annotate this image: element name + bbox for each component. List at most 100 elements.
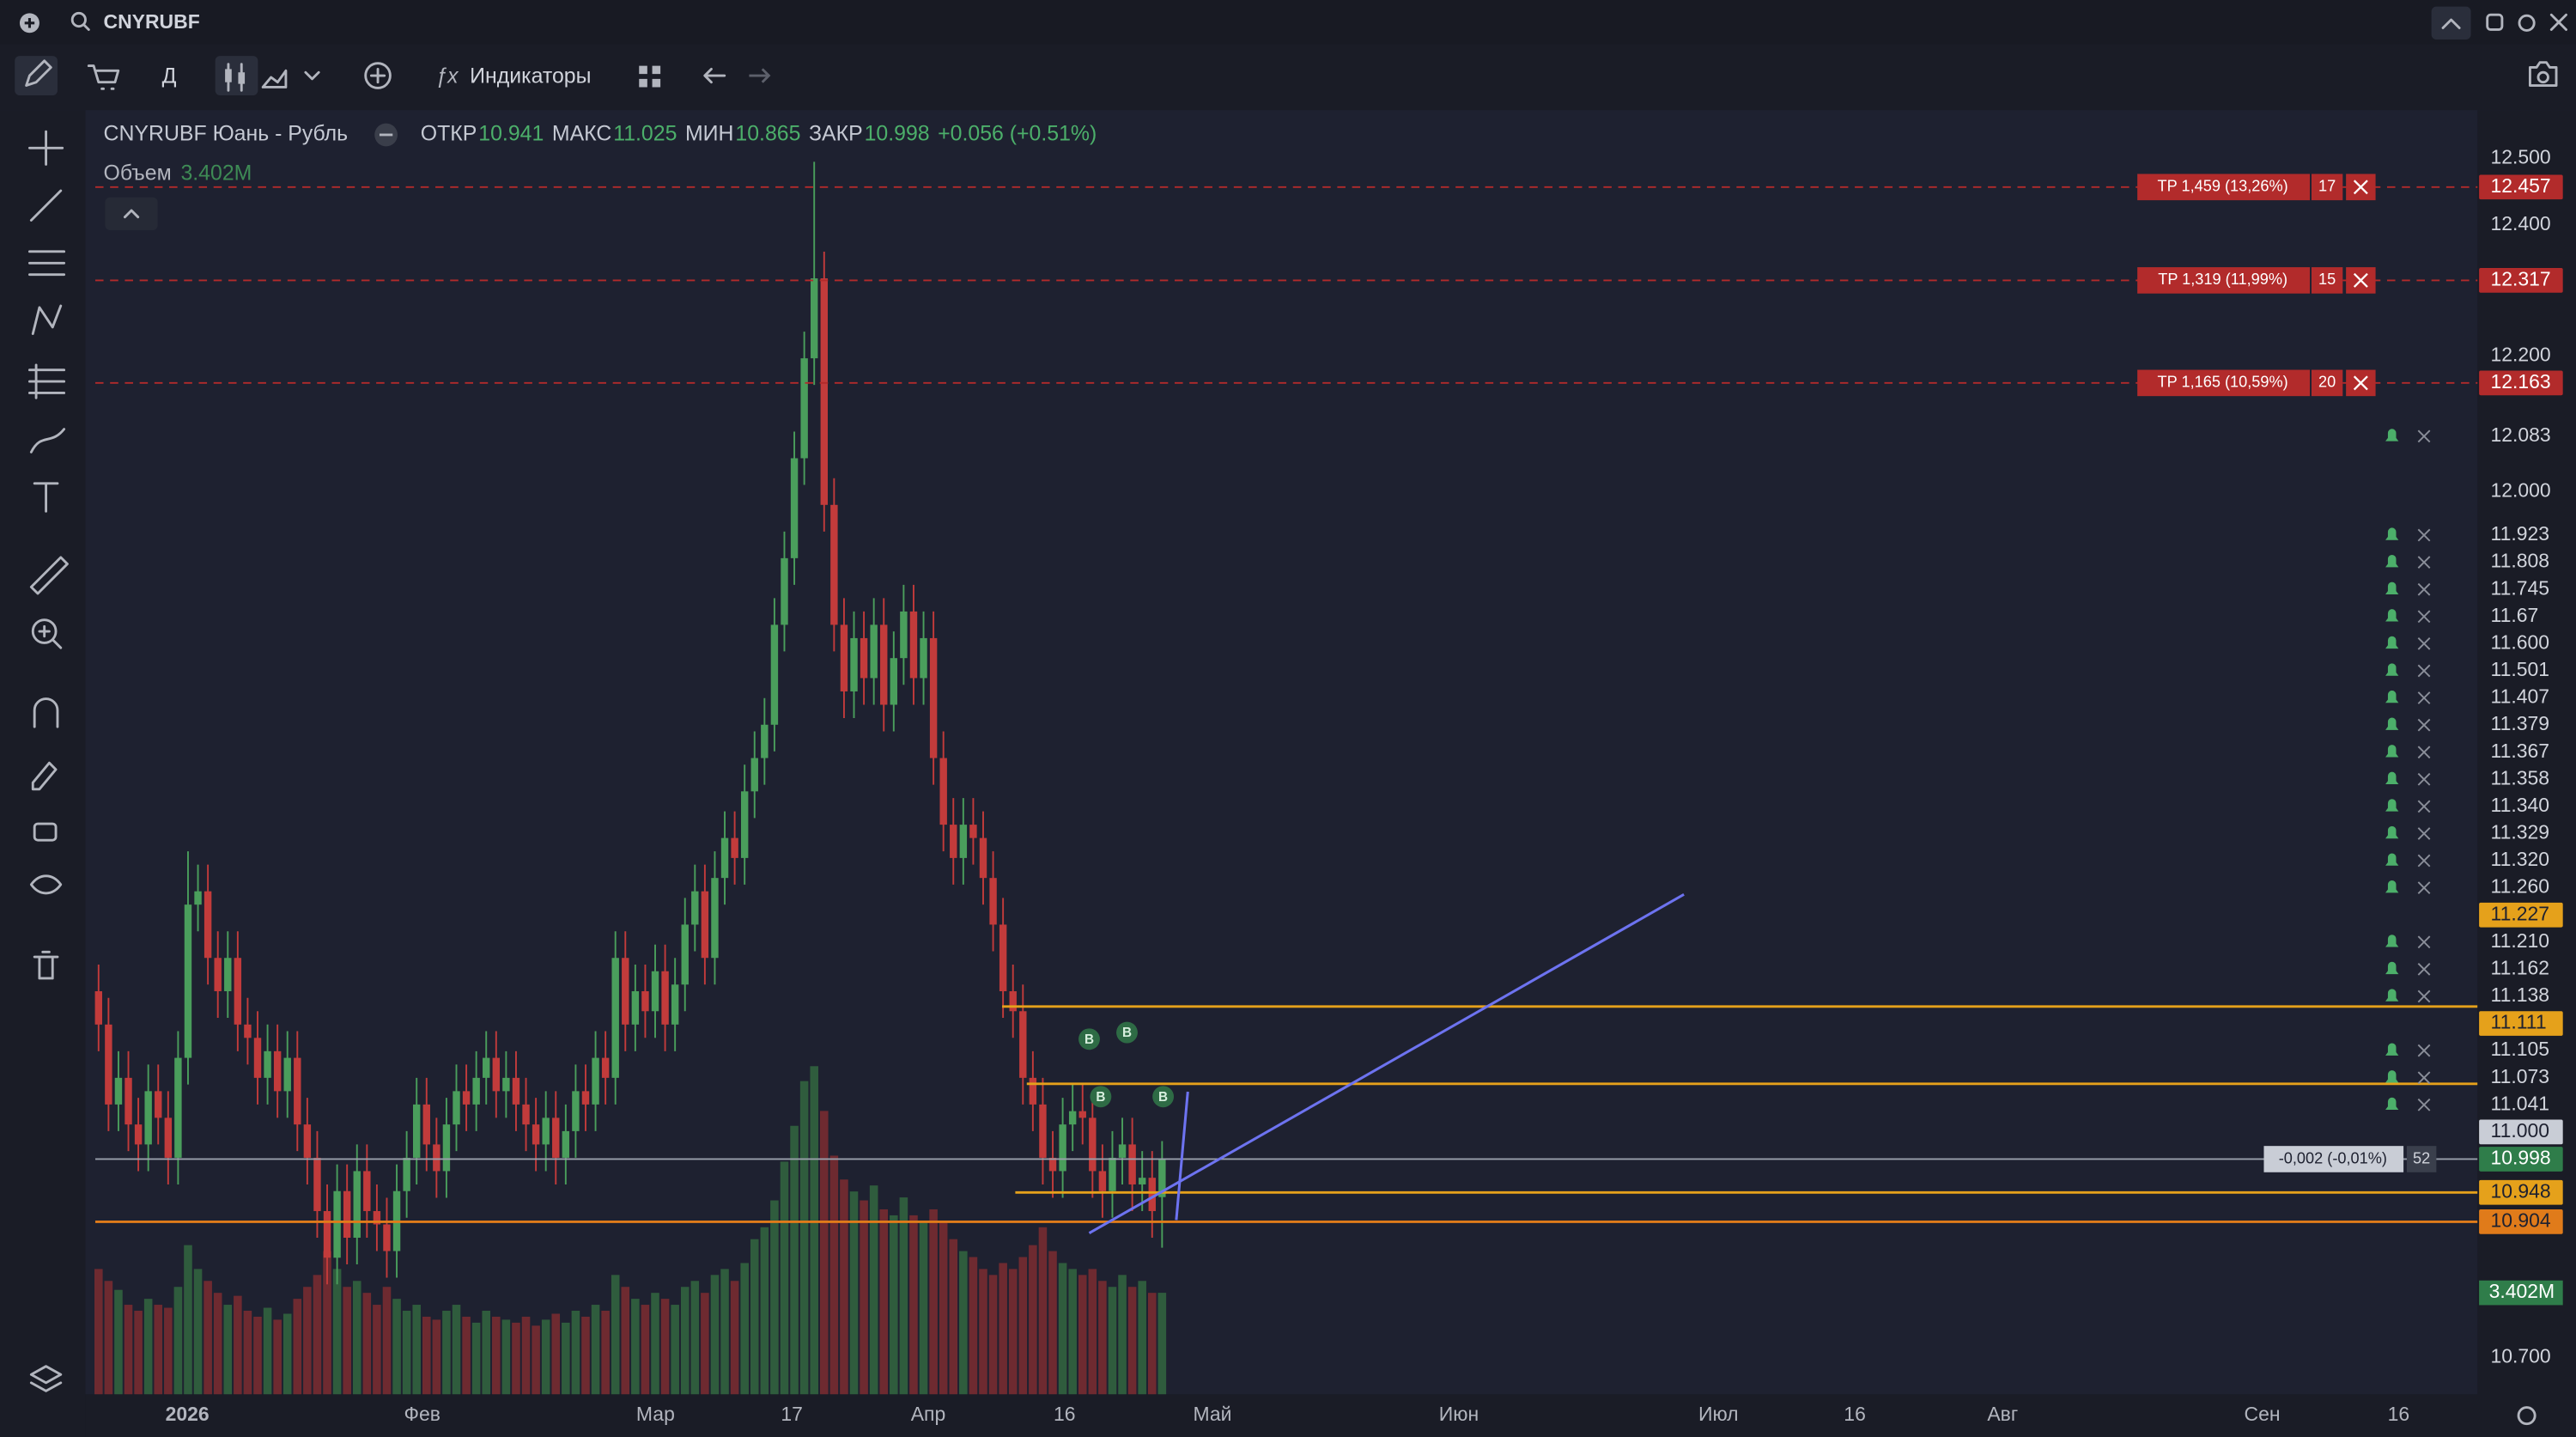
volume-bar (660, 1299, 670, 1395)
redo-button[interactable] (749, 68, 771, 83)
fib-tool[interactable] (28, 250, 66, 277)
volume-bar (104, 1281, 113, 1395)
alert-bell[interactable] (2385, 527, 2399, 540)
alert-bell[interactable] (2385, 690, 2399, 703)
drawings (1088, 892, 1685, 1234)
undo-button[interactable] (703, 67, 726, 84)
indicators-button[interactable]: Индикаторы (470, 64, 591, 88)
area-button[interactable] (261, 69, 288, 88)
crosshair-tool[interactable] (28, 130, 64, 166)
alert-remove[interactable] (2417, 556, 2431, 569)
ruler-tool[interactable] (29, 556, 69, 595)
alert-bell[interactable] (2385, 609, 2399, 622)
layers-button[interactable] (29, 1365, 63, 1392)
candle-body (472, 1077, 480, 1105)
alert-bell[interactable] (2385, 935, 2399, 947)
volume-bar (909, 1215, 918, 1395)
alert-remove[interactable] (2417, 1098, 2431, 1111)
alert-bell[interactable] (2385, 989, 2399, 1002)
text-tool[interactable] (33, 482, 59, 513)
brush-tool[interactable] (29, 428, 66, 454)
alert-bell[interactable] (2385, 825, 2399, 839)
trend-line[interactable] (1175, 1091, 1189, 1221)
alert-remove[interactable] (2417, 691, 2431, 704)
alert-bell[interactable] (2385, 1070, 2399, 1083)
volume-bar (551, 1313, 561, 1395)
alert-bell[interactable] (2385, 429, 2399, 441)
trade-marker (1090, 1086, 1112, 1108)
alert-bell[interactable] (2385, 663, 2399, 676)
trend-line-tool[interactable] (29, 189, 63, 222)
alert-remove[interactable] (2417, 935, 2431, 949)
candle-body (562, 1130, 570, 1158)
search-icon[interactable] (70, 11, 87, 28)
collapse-button[interactable] (2431, 6, 2471, 40)
collapse-legend[interactable] (105, 197, 158, 230)
alert-remove[interactable] (2417, 827, 2431, 840)
symbol[interactable]: CNYRUBF (104, 10, 200, 33)
alert-bell[interactable] (2385, 771, 2399, 785)
window-button[interactable] (2486, 13, 2504, 31)
candle-type-button[interactable] (215, 56, 258, 96)
alert-remove[interactable] (2417, 610, 2431, 624)
axis-settings[interactable] (2517, 1406, 2537, 1426)
cart-button[interactable] (87, 64, 120, 90)
magnet-tool[interactable] (33, 697, 59, 728)
interval[interactable]: Д (162, 64, 177, 88)
layout-button[interactable] (639, 65, 661, 88)
alert-remove[interactable] (2417, 989, 2431, 1003)
alert-bell[interactable] (2385, 745, 2399, 758)
lock-draw-tool[interactable] (31, 761, 58, 791)
alert-remove[interactable] (2417, 528, 2431, 542)
x-tick-label: Авг (1987, 1403, 2018, 1425)
close-button[interactable] (2549, 13, 2567, 31)
alert-remove[interactable] (2417, 1071, 2431, 1085)
lock-tool[interactable] (33, 822, 58, 842)
forecast-tool[interactable] (28, 363, 66, 399)
alert-remove[interactable] (2417, 854, 2431, 868)
legend-value: 11.025 (613, 122, 677, 146)
alert-remove[interactable] (2417, 1044, 2431, 1057)
volume-bar (1127, 1287, 1137, 1395)
alert-remove[interactable] (2417, 582, 2431, 596)
alert-remove[interactable] (2417, 637, 2431, 650)
alert-remove[interactable] (2417, 800, 2431, 813)
alert-bell[interactable] (2385, 880, 2399, 893)
alert-bell[interactable] (2385, 717, 2399, 730)
volume-bar (532, 1325, 540, 1395)
alert-remove[interactable] (2417, 718, 2431, 732)
alert-bell[interactable] (2385, 799, 2399, 812)
alert-remove[interactable] (2417, 963, 2431, 976)
zoom-tool[interactable] (31, 618, 58, 644)
price-label: 10.948 (2491, 1179, 2551, 1202)
compare-button[interactable] (364, 62, 392, 89)
alert-bell[interactable] (2385, 555, 2399, 568)
chart-type-menu[interactable] (304, 70, 320, 81)
candle-body (800, 358, 808, 459)
screenshot-button[interactable] (2528, 61, 2558, 87)
alert-remove[interactable] (2417, 772, 2431, 786)
alert-bell[interactable] (2385, 961, 2399, 975)
alert-remove[interactable] (2417, 664, 2431, 678)
alert-remove[interactable] (2417, 429, 2431, 443)
price-label: 11.379 (2491, 712, 2549, 734)
alert-bell[interactable] (2385, 1043, 2399, 1056)
alert-bell[interactable] (2385, 1097, 2399, 1111)
x-tick-label: 17 (781, 1403, 803, 1425)
delete-tool[interactable] (33, 950, 59, 980)
alert-bell[interactable] (2385, 636, 2399, 649)
alert-bell[interactable] (2385, 581, 2399, 594)
settings-button[interactable] (2518, 14, 2536, 32)
volume-bar (671, 1305, 679, 1395)
alert-remove[interactable] (2417, 881, 2431, 895)
draw-button[interactable] (15, 56, 58, 96)
candle-body (343, 1190, 351, 1239)
pattern-tool[interactable] (31, 304, 63, 336)
alert-bell[interactable] (2385, 853, 2399, 866)
change-box (2263, 1146, 2404, 1172)
alert-remove[interactable] (2417, 746, 2431, 759)
visibility-tool[interactable] (29, 874, 63, 895)
candle-body (959, 825, 968, 858)
trend-line[interactable] (1088, 892, 1685, 1234)
price-label: 11.041 (2491, 1092, 2549, 1114)
